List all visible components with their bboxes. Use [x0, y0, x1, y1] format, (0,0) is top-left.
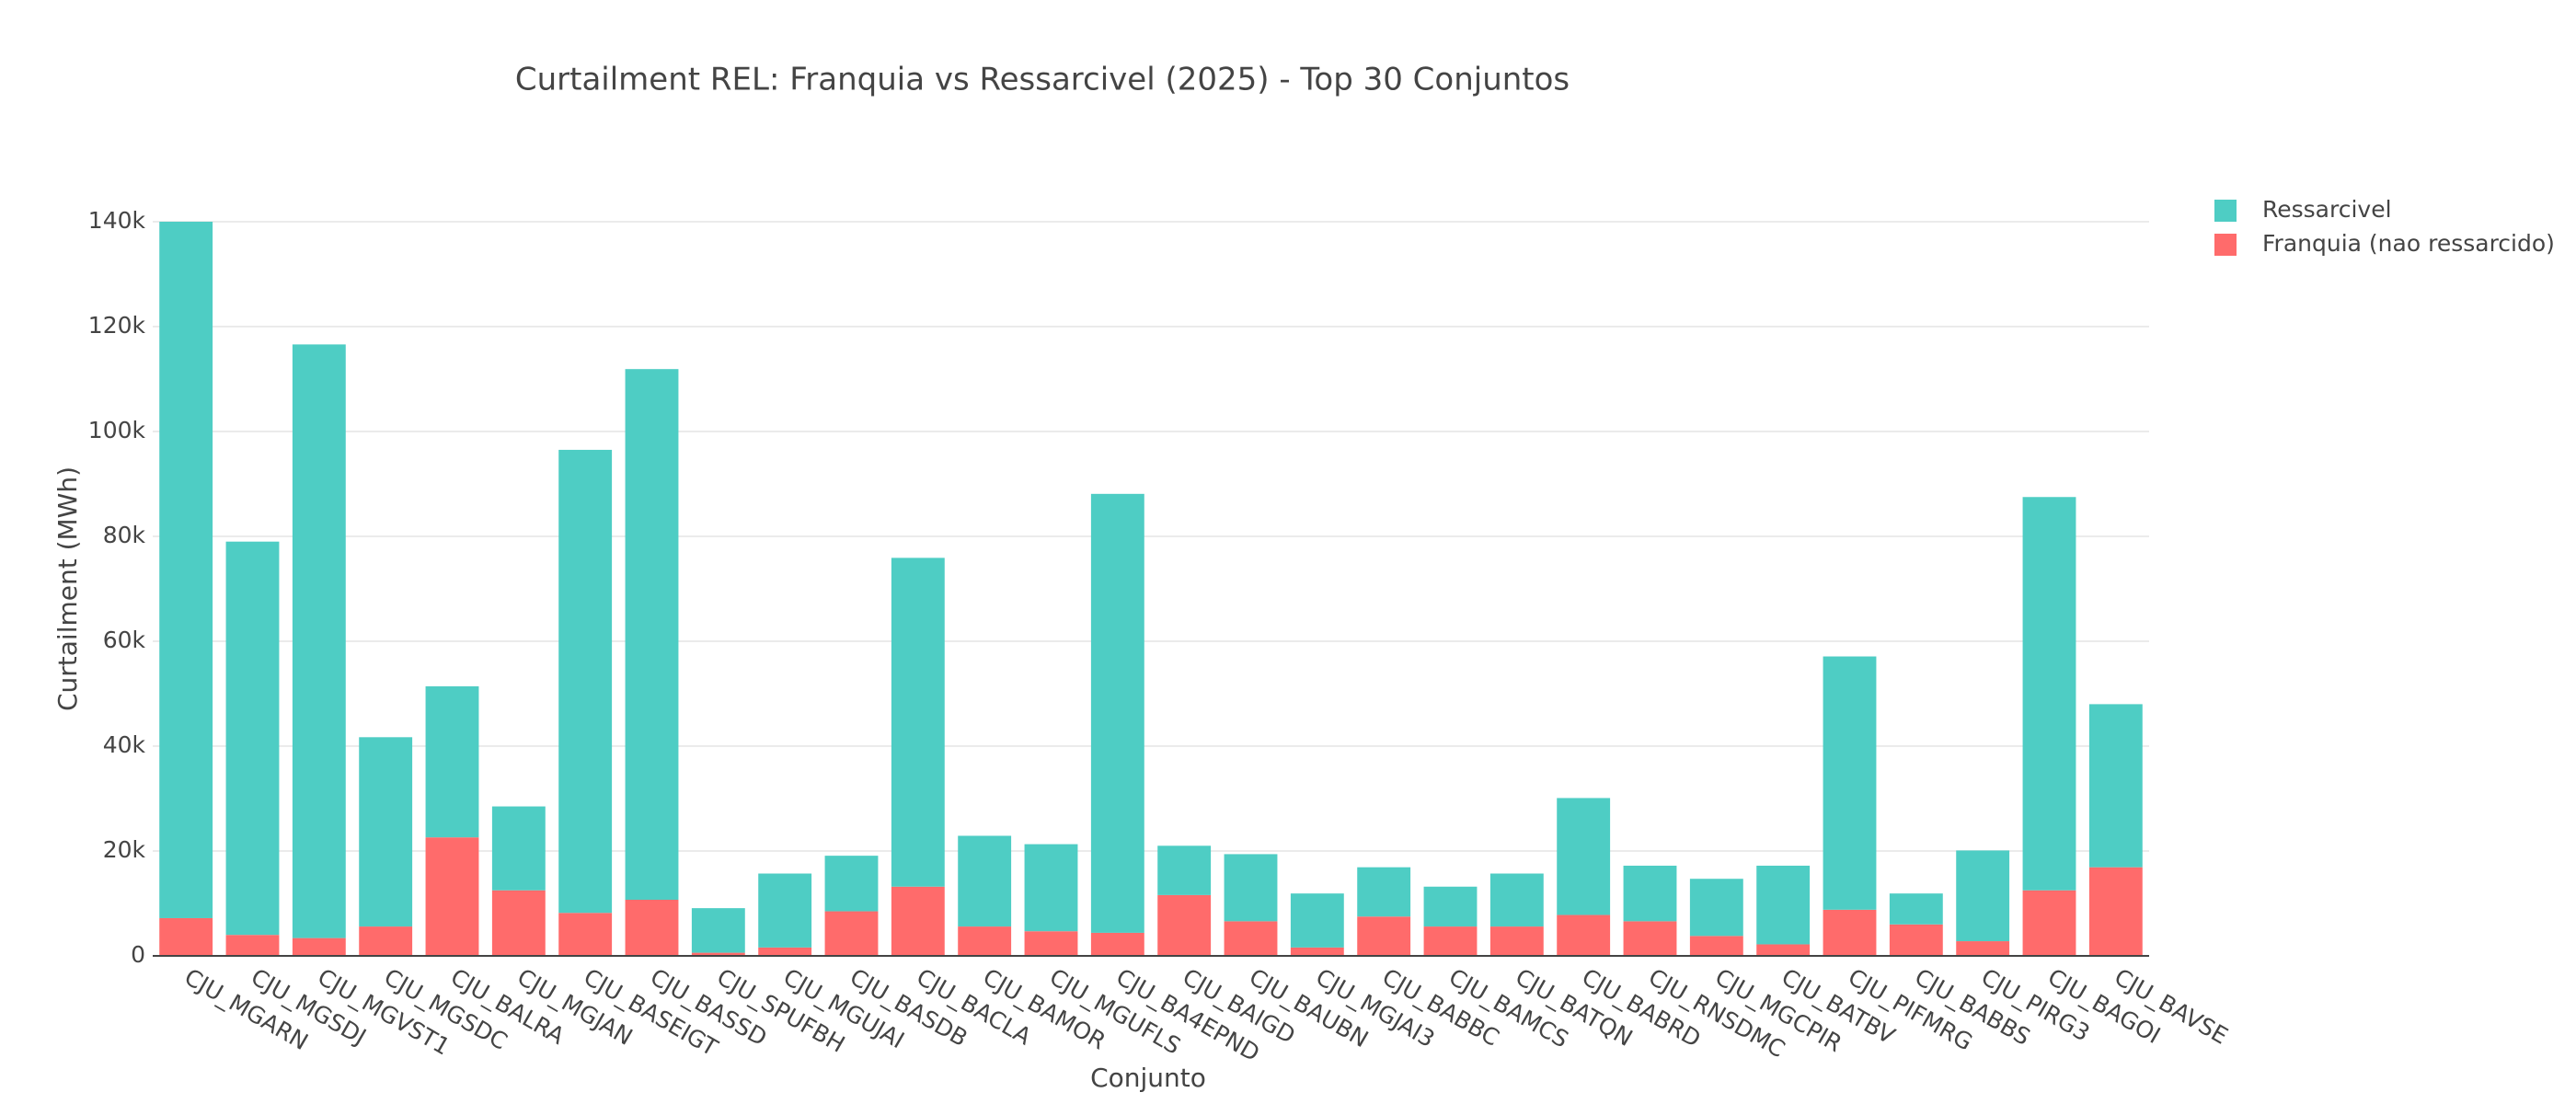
bar-segment [891, 886, 945, 956]
bar-segment [1357, 916, 1411, 956]
bar-segment [491, 890, 546, 956]
bar-segment [824, 856, 879, 912]
bar-segment [958, 835, 1012, 927]
legend-swatch [2214, 234, 2237, 256]
bar-segment [292, 344, 346, 938]
bar-segment [558, 449, 613, 914]
legend-label: Franquia (nao ressarcido) [2262, 230, 2555, 257]
bar-segment [558, 913, 613, 956]
bar-segment [1557, 914, 1611, 956]
bar-segment [1224, 854, 1278, 922]
bar-segment [1823, 909, 1877, 956]
y-axis-title: Curtailment (MWh) [52, 466, 83, 711]
bar-segment [1423, 926, 1478, 956]
bar-segment [758, 873, 812, 948]
legend-swatch [2214, 200, 2237, 222]
bar-segment [292, 937, 346, 956]
bar-segment [958, 926, 1012, 956]
bar-segment [691, 952, 745, 956]
y-tick-label: 80k [103, 522, 146, 548]
bar-segment [1956, 941, 2010, 956]
bar-segment [1756, 944, 1811, 956]
bar-segment [2022, 497, 2076, 891]
bar-segment [1423, 886, 1478, 927]
bar-segment [1557, 798, 1611, 915]
bar-segment [1889, 893, 1943, 925]
bar-segment [1889, 924, 1943, 956]
y-tick-label: 120k [88, 312, 146, 339]
y-tick-label: 40k [103, 731, 146, 758]
bar-segment [625, 900, 679, 956]
y-tick-label: 0 [131, 941, 145, 968]
bar-segment [1157, 845, 1212, 895]
bar-segment [625, 369, 679, 901]
bar-segment [1956, 850, 2010, 942]
bar-segment [1090, 493, 1144, 933]
bar-segment [159, 222, 213, 918]
x-axis-title: Conjunto [1090, 1063, 1206, 1093]
y-tick-label: 140k [88, 207, 146, 234]
bar-segment [359, 926, 413, 956]
bar-segment [891, 558, 945, 887]
bar-segment [225, 935, 280, 956]
bar-segment [2022, 890, 2076, 956]
bar-segment [1290, 947, 1344, 956]
bar-segment [1623, 865, 1677, 922]
bar-segment [1689, 879, 1743, 937]
bar-segment [1024, 844, 1078, 932]
bar-segment [359, 737, 413, 927]
bar-segment [1090, 932, 1144, 956]
bar-segment [2088, 867, 2143, 956]
bar-segment [1756, 865, 1811, 945]
bar-segment [425, 686, 479, 838]
bar-segment [1290, 893, 1344, 948]
bar-segment [1357, 867, 1411, 917]
bar-segment [1224, 921, 1278, 956]
y-tick-label: 60k [103, 627, 146, 653]
bar-segment [1623, 921, 1677, 956]
bar-segment [691, 908, 745, 953]
legend-label: Ressarcivel [2262, 196, 2392, 223]
bar-segment [1823, 656, 1877, 910]
bar-segment [491, 806, 546, 891]
bar-segment [225, 541, 280, 936]
y-tick-label: 100k [88, 417, 146, 443]
bar-segment [1489, 926, 1544, 956]
bar-segment [1489, 873, 1544, 927]
bar-segment [425, 837, 479, 956]
bar-segment [2088, 704, 2143, 868]
bar-segment [758, 947, 812, 956]
y-tick-label: 20k [103, 836, 146, 863]
bar-segment [1689, 936, 1743, 956]
bar-segment [1024, 931, 1078, 956]
bar-segment [824, 911, 879, 956]
bar-segment [1157, 894, 1212, 956]
bar-segment [159, 917, 213, 956]
chart-title: Curtailment REL: Franquia vs Ressarcivel… [515, 62, 1570, 98]
